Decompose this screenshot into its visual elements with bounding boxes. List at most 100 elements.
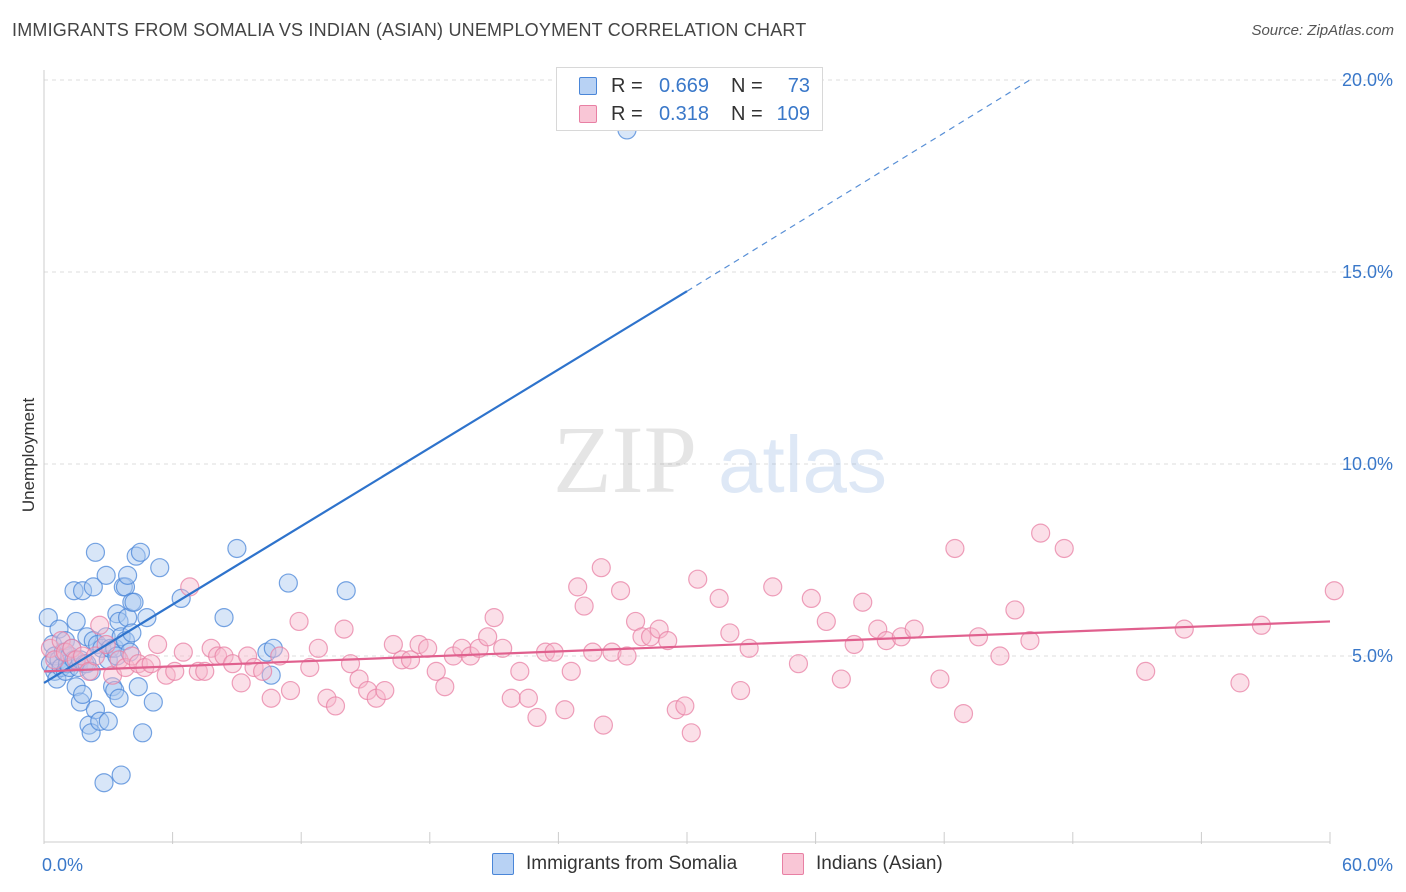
bottom-legend-swatch-indian [782, 853, 804, 875]
legend-r-label: R = [611, 102, 643, 125]
gridlines [44, 79, 1393, 657]
indian-point [510, 661, 530, 681]
indian-point [1020, 631, 1040, 651]
indian-point [1174, 619, 1194, 639]
indian-point [147, 634, 168, 655]
indian-point [173, 642, 193, 662]
indian-point [1031, 523, 1051, 543]
legend-r-label: R = [611, 74, 643, 97]
watermark-atlas: atlas [718, 420, 887, 509]
indian-point [953, 703, 974, 724]
chart-title: IMMIGRANTS FROM SOMALIA VS INDIAN (ASIAN… [12, 20, 807, 40]
indian-point [610, 581, 631, 601]
somalia-trend-line [43, 290, 688, 684]
somalia-point [227, 538, 247, 559]
bottom-legend-somalia: Immigrants from Somalia [492, 851, 737, 877]
somalia-point [111, 765, 131, 785]
indian-point [40, 638, 61, 658]
indian-point [968, 627, 989, 647]
series-somalia-points [38, 120, 637, 793]
indian-point [801, 588, 821, 609]
legend-row-somalia: R = 0.669 N = 73 [579, 73, 810, 99]
indian-point [739, 638, 759, 658]
legend-swatch-somalia [579, 77, 597, 95]
somalia-point [130, 542, 151, 562]
trend-lines [43, 79, 1331, 684]
indian-point [270, 646, 290, 666]
indian-point [231, 673, 251, 693]
indian-point [261, 688, 281, 708]
watermark-zip: ZIP [553, 406, 697, 513]
axis-ticks: 5.0% 10.0% 15.0% 20.0% 0.0% 60.0% [42, 70, 1393, 875]
indian-point [617, 646, 637, 666]
somalia-point [83, 577, 103, 597]
somalia-point [336, 581, 356, 601]
somalia-point [128, 677, 148, 697]
indian-point [45, 650, 65, 670]
legend-n-label: N = [731, 102, 763, 125]
somalia-point [132, 723, 153, 743]
somalia-point [72, 684, 93, 705]
indian-point [51, 631, 71, 651]
indian-point [658, 631, 678, 651]
indian-point [593, 715, 614, 735]
y-tick-label: 15.0% [1342, 262, 1393, 282]
indian-point [527, 707, 547, 728]
indian-point [325, 696, 346, 716]
legend-row-indian: R = 0.318 N = 109 [579, 101, 810, 127]
indian-point [1136, 661, 1156, 681]
indian-point [876, 631, 896, 651]
indian-point [62, 638, 82, 658]
indian-point [253, 661, 273, 681]
indian-point [383, 634, 403, 655]
indian-trend-line [43, 620, 1331, 673]
somalia-point [96, 565, 116, 585]
indian-point [195, 661, 215, 681]
somalia-point [85, 542, 106, 562]
indian-point [426, 661, 446, 681]
legend-swatch-indian [579, 105, 597, 123]
indian-point [844, 634, 864, 655]
indian-point [141, 654, 161, 674]
bottom-legend-label-somalia: Immigrants from Somalia [526, 853, 738, 874]
indian-point [188, 661, 208, 681]
indian-point [602, 642, 622, 662]
indian-point [418, 638, 438, 658]
indian-point [484, 607, 504, 628]
somalia-point [66, 677, 86, 697]
indian-point [730, 680, 751, 701]
indian-point [720, 623, 740, 643]
somalia-point [49, 619, 69, 639]
indian-point [308, 638, 328, 658]
indian-point [788, 654, 809, 674]
somalia-point [124, 592, 144, 612]
indian-point [763, 577, 783, 597]
somalia-point [117, 565, 138, 585]
indian-point [816, 611, 836, 632]
indian-point [289, 611, 309, 632]
source-credit: Source: ZipAtlas.com [1251, 22, 1394, 39]
indian-point [1230, 673, 1250, 693]
somalia-point [214, 607, 234, 628]
somalia-point [122, 623, 142, 643]
bottom-legend-swatch-somalia [492, 853, 514, 875]
somalia-point [98, 711, 118, 731]
indian-point [375, 680, 395, 701]
indian-point [518, 688, 538, 708]
x-tick-label: 60.0% [1342, 855, 1393, 875]
indian-point [435, 677, 455, 697]
indian-point [1054, 538, 1074, 559]
indian-point [561, 661, 581, 681]
somalia-point [263, 638, 283, 658]
indian-point [1005, 600, 1025, 620]
indian-point [568, 577, 588, 597]
somalia-point [94, 773, 114, 793]
somalia-point [278, 573, 298, 593]
indian-point [688, 569, 708, 589]
indian-point [853, 592, 873, 612]
legend-n-value: 73 [787, 74, 810, 97]
indian-point [400, 650, 421, 670]
indian-point [583, 642, 603, 662]
indian-point [280, 680, 301, 701]
